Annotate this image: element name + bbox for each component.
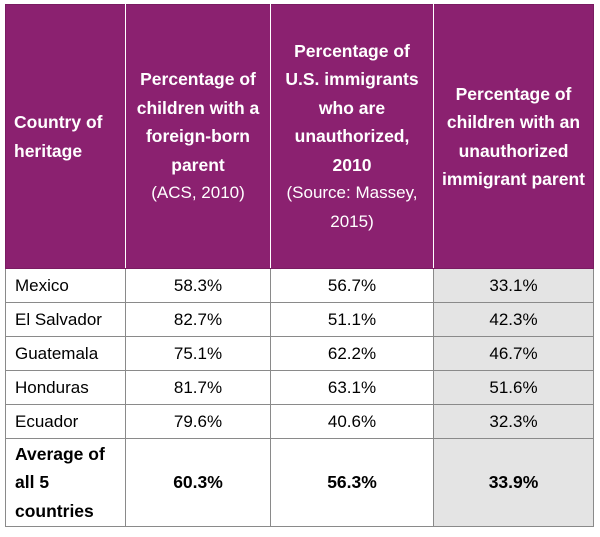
unauthorized-cell: 63.1% bbox=[270, 370, 434, 405]
country-cell: Guatemala bbox=[5, 336, 126, 371]
foreign-born-cell: 75.1% bbox=[125, 336, 271, 371]
unauthorized-cell: 40.6% bbox=[270, 404, 434, 439]
header-foreign-born: Percentage of children with a foreign-bo… bbox=[125, 4, 271, 269]
average-children-unauthorized-cell: 33.9% bbox=[433, 438, 594, 527]
table-row: Honduras 81.7% 63.1% 51.6% bbox=[5, 370, 594, 405]
average-row: Average of all 5 countries 60.3% 56.3% 3… bbox=[5, 438, 594, 527]
country-cell: Mexico bbox=[5, 268, 126, 303]
foreign-born-cell: 82.7% bbox=[125, 302, 271, 337]
header-unauthorized: Percentage of U.S. immigrants who are un… bbox=[270, 4, 434, 269]
country-cell: El Salvador bbox=[5, 302, 126, 337]
header-children-unauthorized-label: Percentage of children with an unauthori… bbox=[442, 83, 585, 190]
unauthorized-cell: 62.2% bbox=[270, 336, 434, 371]
header-unauthorized-source: (Source: Massey, 2015) bbox=[286, 183, 418, 231]
header-foreign-born-label: Percentage of children with a foreign-bo… bbox=[136, 69, 260, 175]
foreign-born-cell: 81.7% bbox=[125, 370, 271, 405]
table-row: Mexico 58.3% 56.7% 33.1% bbox=[5, 268, 594, 303]
children-unauthorized-cell: 32.3% bbox=[433, 404, 594, 439]
foreign-born-cell: 79.6% bbox=[125, 404, 271, 439]
header-row: Country of heritage Percentage of childr… bbox=[5, 4, 594, 269]
country-cell: Ecuador bbox=[5, 404, 126, 439]
header-unauthorized-label: Percentage of U.S. immigrants who are un… bbox=[285, 40, 419, 175]
table-row: Guatemala 75.1% 62.2% 46.7% bbox=[5, 336, 594, 371]
children-unauthorized-cell: 51.6% bbox=[433, 370, 594, 405]
average-foreign-born-cell: 60.3% bbox=[125, 438, 271, 527]
country-cell: Honduras bbox=[5, 370, 126, 405]
children-unauthorized-cell: 42.3% bbox=[433, 302, 594, 337]
header-country: Country of heritage bbox=[5, 4, 126, 269]
data-table-container: Country of heritage Percentage of childr… bbox=[5, 4, 594, 527]
header-foreign-born-source: (ACS, 2010) bbox=[151, 183, 245, 203]
average-label-cell: Average of all 5 countries bbox=[5, 438, 126, 527]
immigration-table: Country of heritage Percentage of childr… bbox=[5, 4, 594, 527]
foreign-born-cell: 58.3% bbox=[125, 268, 271, 303]
header-children-unauthorized: Percentage of children with an unauthori… bbox=[433, 4, 594, 269]
header-country-label: Country of heritage bbox=[14, 112, 103, 161]
children-unauthorized-cell: 33.1% bbox=[433, 268, 594, 303]
average-unauthorized-cell: 56.3% bbox=[270, 438, 434, 527]
children-unauthorized-cell: 46.7% bbox=[433, 336, 594, 371]
table-row: Ecuador 79.6% 40.6% 32.3% bbox=[5, 404, 594, 439]
unauthorized-cell: 51.1% bbox=[270, 302, 434, 337]
table-row: El Salvador 82.7% 51.1% 42.3% bbox=[5, 302, 594, 337]
unauthorized-cell: 56.7% bbox=[270, 268, 434, 303]
